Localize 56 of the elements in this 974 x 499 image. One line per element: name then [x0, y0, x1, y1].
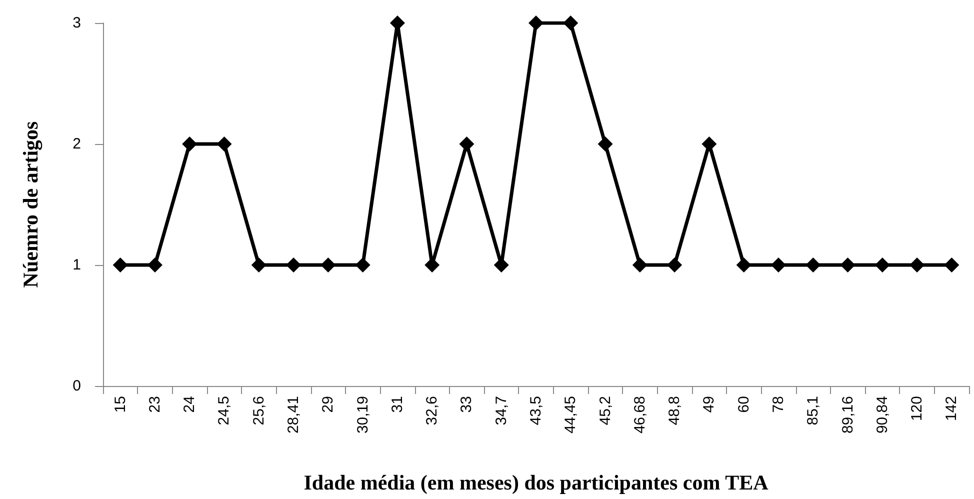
point — [840, 258, 856, 272]
y-tick-label: 2 — [72, 136, 81, 152]
point — [147, 258, 162, 272]
point — [770, 258, 786, 272]
x-tick-label: 78 — [770, 396, 787, 413]
x-tick-label: 24 — [181, 396, 198, 413]
point — [598, 136, 613, 152]
point — [494, 258, 509, 272]
x-tick-label: 48,8 — [666, 396, 684, 426]
point — [251, 258, 266, 272]
point — [112, 258, 128, 272]
point — [736, 258, 752, 272]
point — [390, 16, 405, 30]
x-tick-label: 32,6 — [424, 396, 441, 426]
point — [944, 258, 960, 272]
x-tick-label: 43,5 — [528, 396, 544, 426]
point — [459, 136, 474, 152]
point — [355, 258, 370, 272]
x-tick-label: 15 — [112, 396, 129, 413]
point — [528, 16, 544, 30]
x-tick-label: 23 — [146, 396, 164, 413]
x-tick-label: 33 — [458, 396, 476, 413]
point — [320, 258, 336, 272]
point — [632, 258, 648, 272]
point — [806, 258, 821, 272]
y-tick-label: 0 — [72, 378, 81, 394]
x-tick-label: 90,84 — [874, 396, 891, 434]
point — [286, 258, 302, 272]
x-tick-label: 85,1 — [804, 396, 822, 426]
x-tick-label: 49 — [700, 396, 718, 413]
point — [563, 16, 578, 30]
x-tick-label: 142 — [943, 396, 960, 422]
x-tick-label: 24,5 — [216, 396, 233, 426]
x-tick-label: 44,45 — [562, 396, 580, 434]
point — [702, 136, 717, 152]
y-tick-label: 1 — [72, 256, 81, 274]
x-tick-label: 29 — [320, 396, 337, 413]
point — [216, 136, 232, 152]
point — [182, 136, 198, 152]
x-tick-label: 89,16 — [839, 396, 856, 434]
y-axis-title: Núemro de artigos — [18, 121, 42, 288]
x-tick-label: 46,68 — [631, 396, 648, 434]
point — [874, 258, 890, 272]
point — [667, 258, 682, 272]
x-tick-label: 30,19 — [354, 396, 372, 434]
x-tick-label: 34,7 — [492, 396, 510, 426]
x-tick-label: 31 — [388, 396, 406, 413]
x-tick-label: 25,6 — [250, 396, 268, 426]
x-tick-label: 45,2 — [596, 396, 614, 426]
x-tick-label: 60 — [735, 396, 752, 413]
x-tick-label: 28,41 — [285, 396, 302, 434]
x-axis-title: Idade média (em meses) dos participantes com TEA — [304, 470, 770, 494]
y-tick-label: 3 — [72, 14, 81, 32]
x-tick-label: 120 — [908, 396, 926, 422]
point — [910, 258, 925, 272]
point — [424, 258, 440, 272]
